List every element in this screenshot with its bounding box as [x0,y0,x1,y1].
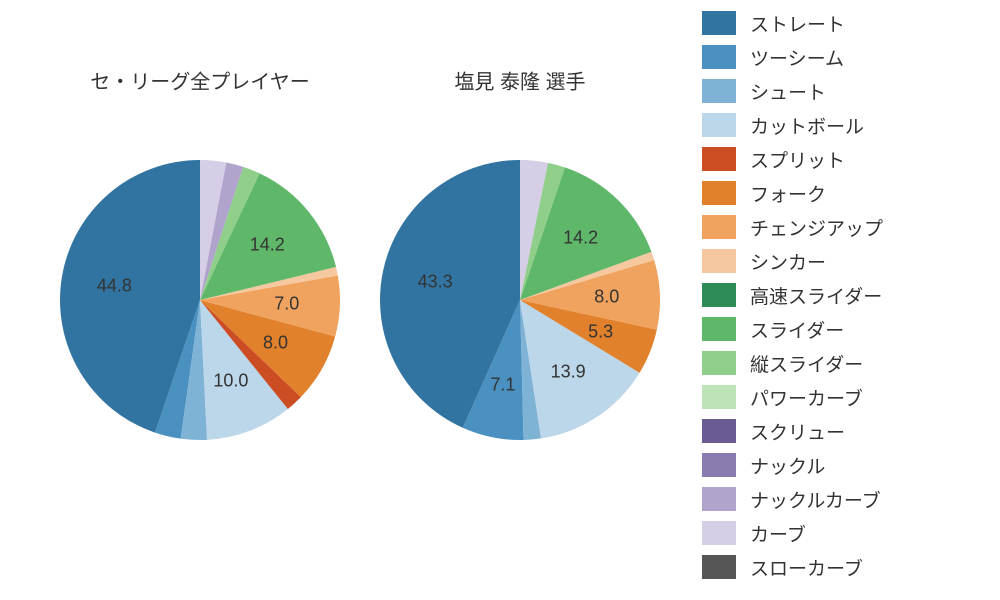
pie-svg [60,160,340,440]
legend: ストレートツーシームシュートカットボールスプリットフォークチェンジアップシンカー… [702,6,982,584]
legend-swatch [702,351,736,375]
legend-label: フォーク [750,180,826,207]
legend-item: カットボール [702,108,982,142]
legend-item: スライダー [702,312,982,346]
legend-item: ツーシーム [702,40,982,74]
legend-label: ナックル [750,452,825,479]
legend-label: チェンジアップ [750,214,883,241]
legend-label: ツーシーム [750,44,844,71]
legend-label: スローカーブ [750,554,863,581]
legend-swatch [702,283,736,307]
legend-swatch [702,385,736,409]
legend-item: フォーク [702,176,982,210]
legend-item: ストレート [702,6,982,40]
legend-swatch [702,249,736,273]
chart-title-right: 塩見 泰隆 選手 [454,66,585,95]
legend-swatch [702,555,736,579]
legend-item: ナックル [702,448,982,482]
legend-swatch [702,113,736,137]
legend-label: シンカー [750,248,826,275]
legend-label: スクリュー [750,418,845,445]
legend-item: カーブ [702,516,982,550]
legend-item: 縦スライダー [702,346,982,380]
legend-label: パワーカーブ [750,384,863,411]
legend-swatch [702,147,736,171]
legend-swatch [702,79,736,103]
pie-chart-left: 44.810.08.07.014.2 [60,160,340,440]
legend-label: スプリット [750,146,845,173]
legend-item: シンカー [702,244,982,278]
legend-item: チェンジアップ [702,210,982,244]
legend-label: ナックルカーブ [750,486,881,513]
legend-label: カットボール [750,112,864,139]
legend-swatch [702,11,736,35]
legend-item: スクリュー [702,414,982,448]
chart-title-left: セ・リーグ全プレイヤー [90,66,309,95]
legend-swatch [702,317,736,341]
legend-item: パワーカーブ [702,380,982,414]
legend-item: 高速スライダー [702,278,982,312]
legend-label: 縦スライダー [750,350,863,377]
pie-chart-right: 43.37.113.95.38.014.2 [380,160,660,440]
legend-swatch [702,419,736,443]
legend-label: スライダー [750,316,844,343]
legend-swatch [702,215,736,239]
legend-swatch [702,181,736,205]
legend-item: スローカーブ [702,550,982,584]
legend-label: 高速スライダー [750,282,882,309]
legend-swatch [702,453,736,477]
legend-swatch [702,521,736,545]
legend-item: ナックルカーブ [702,482,982,516]
legend-item: スプリット [702,142,982,176]
legend-swatch [702,45,736,69]
legend-item: シュート [702,74,982,108]
legend-label: ストレート [750,10,845,37]
figure: セ・リーグ全プレイヤー 塩見 泰隆 選手 44.810.08.07.014.2 … [0,0,1000,600]
legend-label: カーブ [750,520,806,547]
pie-svg [380,160,660,440]
legend-swatch [702,487,736,511]
legend-label: シュート [750,78,826,105]
